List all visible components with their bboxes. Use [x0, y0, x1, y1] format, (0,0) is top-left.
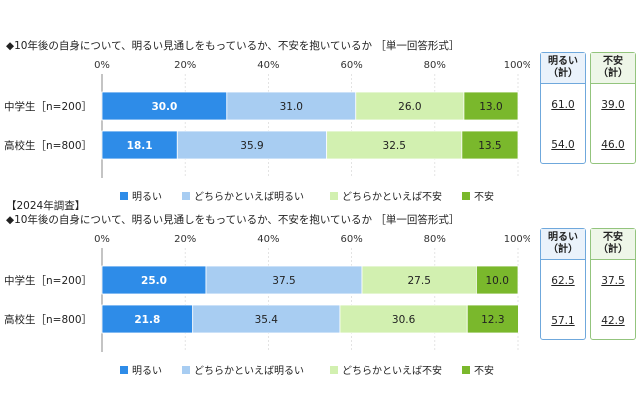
legend-label: どちらかといえば不安 — [342, 190, 442, 203]
legend-label: どちらかといえば不安 — [342, 364, 442, 377]
data-label: 10.0 — [486, 275, 509, 287]
anxious-total-junior: 37.5 — [601, 275, 625, 287]
legend-label: 不安 — [474, 190, 494, 203]
category-label: 高校生［n=800］ — [4, 313, 92, 326]
legend-label: 明るい — [132, 191, 162, 203]
data-label: 31.0 — [280, 101, 303, 113]
x-tick-label: 40% — [257, 234, 279, 245]
data-label: 12.3 — [481, 314, 504, 326]
legend-label: 明るい — [132, 365, 162, 377]
bright-total-header: 明るい （計） — [541, 53, 585, 84]
x-tick-label: 80% — [424, 60, 446, 71]
data-label: 30.0 — [151, 101, 177, 113]
x-tick-label: 0% — [94, 60, 110, 71]
bright-total-box: 明るい （計） 61.0 54.0 — [540, 52, 586, 164]
bright-total-junior: 62.5 — [551, 275, 575, 287]
x-tick-label: 60% — [340, 60, 362, 71]
stacked-bar-chart-2: 0% 20% 40% 60% 80% 100% 中学生［n=200］ 25.0 37.5 27.5… — [4, 234, 530, 377]
anxious-total-senior: 46.0 — [601, 139, 625, 151]
bright-total-senior: 57.1 — [551, 315, 575, 327]
legend-label: どちらかといえば明るい — [194, 365, 304, 377]
anxious-total-box: 不安 （計） 37.5 42.9 — [590, 228, 636, 340]
bar-segment — [101, 91, 228, 121]
legend-swatch — [462, 366, 470, 374]
x-tick-label: 80% — [424, 234, 446, 245]
data-label: 30.6 — [392, 314, 416, 326]
anxious-total-header: 不安 （計） — [591, 53, 635, 84]
anxious-total-box: 不安 （計） 39.0 46.0 — [590, 52, 636, 164]
category-label: 中学生［n=200］ — [4, 100, 92, 113]
x-tick-label: 60% — [340, 234, 362, 245]
bar-segment — [326, 130, 463, 160]
legend-label: どちらかといえば明るい — [194, 191, 304, 203]
bright-total-box: 明るい （計） 62.5 57.1 — [540, 228, 586, 340]
bar-segment — [466, 304, 519, 334]
bar-segment — [339, 304, 468, 334]
x-tick-label: 100% — [504, 234, 530, 245]
bar-segment — [461, 130, 519, 160]
data-label: 13.5 — [478, 140, 501, 152]
category-label: 中学生［n=200］ — [4, 274, 92, 287]
data-label: 27.5 — [408, 275, 431, 287]
legend-swatch — [330, 192, 338, 200]
bright-total-header: 明るい （計） — [541, 229, 585, 260]
chart-title: ◆10年後の自身について、明るい見通しをもっているか、不安を抱いているか ［単一… — [6, 40, 460, 52]
data-label: 25.0 — [141, 275, 167, 287]
bar-segment — [101, 130, 178, 160]
data-label: 37.5 — [272, 275, 295, 287]
x-tick-label: 40% — [257, 60, 279, 71]
bar-segment — [176, 130, 328, 160]
data-label: 35.9 — [240, 140, 263, 152]
x-tick-label: 20% — [174, 60, 196, 71]
category-label: 高校生［n=800］ — [4, 139, 92, 152]
data-label: 35.4 — [255, 314, 279, 326]
legend-swatch — [462, 192, 470, 200]
bright-total-senior: 54.0 — [551, 139, 575, 151]
bar-segment — [205, 265, 363, 295]
data-label: 18.1 — [127, 140, 153, 152]
bar-segment — [463, 91, 519, 121]
x-tick-label: 20% — [174, 234, 196, 245]
bar-segment — [192, 304, 341, 334]
anxious-total-header: 不安 （計） — [591, 229, 635, 260]
x-tick-label: 100% — [504, 60, 530, 71]
bright-total-junior: 61.0 — [551, 99, 575, 111]
anxious-total-junior: 39.0 — [601, 99, 625, 111]
x-tick-label: 0% — [94, 234, 110, 245]
data-label: 32.5 — [383, 140, 406, 152]
chart-title: ◆10年後の自身について、明るい見通しをもっているか、不安を抱いているか ［単一… — [6, 214, 460, 226]
survey-label: 【2024年調査】 — [6, 200, 86, 212]
legend-swatch — [182, 366, 190, 374]
stacked-bar-chart-1: 0% 20% 40% 60% 80% 100% 中学生［n=200］ 30.0 31.0 26.0… — [4, 60, 530, 203]
legend-swatch — [182, 192, 190, 200]
data-label: 26.0 — [398, 101, 421, 113]
legend-swatch — [330, 366, 338, 374]
legend-swatch — [120, 192, 128, 200]
legend-label: 不安 — [474, 364, 494, 377]
data-label: 13.0 — [479, 101, 502, 113]
anxious-total-senior: 42.9 — [601, 315, 625, 327]
bar-segment — [226, 91, 357, 121]
bar-segment — [361, 265, 477, 295]
bar-segment — [475, 265, 519, 295]
legend-swatch — [120, 366, 128, 374]
data-label: 21.8 — [134, 314, 160, 326]
